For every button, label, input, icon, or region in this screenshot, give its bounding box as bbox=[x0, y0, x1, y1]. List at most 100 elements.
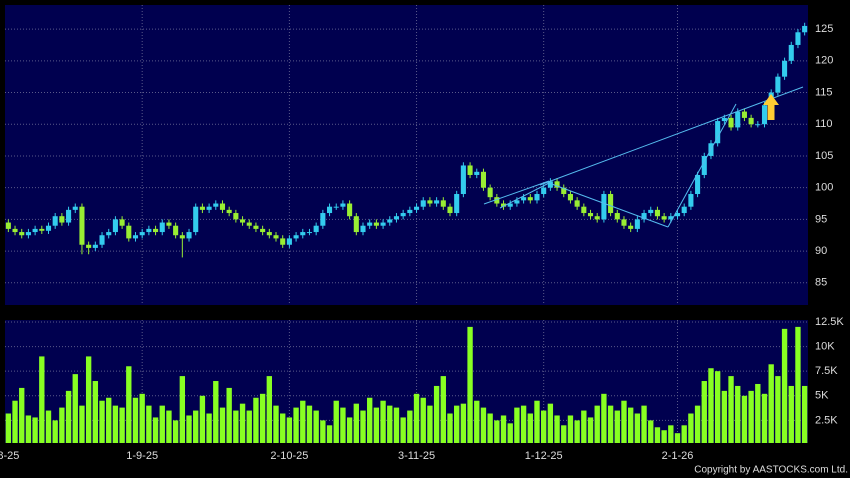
volume-bar bbox=[554, 415, 560, 443]
volume-bar bbox=[641, 405, 647, 443]
trend-line bbox=[499, 182, 550, 209]
candle-body bbox=[153, 228, 159, 233]
candle-body bbox=[674, 213, 681, 217]
volume-bar bbox=[661, 430, 667, 443]
volume-bar bbox=[106, 397, 112, 443]
candle-body bbox=[487, 187, 493, 198]
candle-body bbox=[186, 232, 192, 239]
candle-body bbox=[621, 219, 627, 226]
candle-body bbox=[353, 216, 359, 233]
volume-bar bbox=[139, 393, 145, 443]
volume-bar bbox=[340, 407, 346, 443]
candle-body bbox=[32, 228, 38, 233]
y-tick-label: 95 bbox=[815, 213, 827, 225]
x-tick-label: 2-10-25 bbox=[270, 450, 308, 462]
y-tick-label: 115 bbox=[815, 86, 833, 98]
volume-bar bbox=[353, 403, 359, 443]
candle-body bbox=[86, 244, 92, 248]
candle-body bbox=[5, 222, 11, 229]
candle-body bbox=[99, 235, 105, 245]
y-tick-label: 120 bbox=[815, 55, 833, 67]
candle-body bbox=[293, 235, 299, 239]
volume-bar bbox=[561, 425, 567, 443]
volume-bar bbox=[72, 374, 78, 443]
candle-body bbox=[199, 206, 205, 210]
volume-bar bbox=[547, 403, 554, 443]
volume-bar bbox=[313, 410, 319, 443]
y-tick-label: 110 bbox=[815, 118, 833, 130]
candle-body bbox=[159, 222, 165, 233]
volume-bar bbox=[467, 326, 473, 443]
volume-bar bbox=[112, 405, 119, 443]
volume-bar bbox=[735, 385, 741, 443]
volume-bar bbox=[627, 407, 634, 443]
volume-bar bbox=[480, 407, 487, 443]
volume-bar bbox=[781, 328, 788, 443]
candle-body bbox=[741, 111, 747, 118]
volume-bar bbox=[79, 405, 85, 443]
y-tick-label: 7.5K bbox=[815, 365, 838, 377]
candle-body bbox=[52, 216, 58, 226]
candle-body bbox=[367, 222, 373, 226]
candle-body bbox=[79, 206, 85, 245]
candle-body bbox=[273, 235, 279, 239]
x-tick-label: 8-25 bbox=[0, 450, 19, 462]
candle-body bbox=[454, 194, 460, 214]
volume-panel bbox=[5, 320, 808, 443]
candle-body bbox=[634, 219, 640, 229]
volume-bar bbox=[454, 405, 460, 443]
candle-body bbox=[286, 238, 292, 245]
trend-line bbox=[667, 103, 737, 228]
volume-bar bbox=[166, 410, 172, 443]
volume-bar bbox=[253, 397, 259, 443]
volume-bar bbox=[300, 400, 306, 443]
candle-body bbox=[507, 203, 513, 207]
x-tick-label: 3-11-25 bbox=[398, 450, 435, 462]
candle-body bbox=[480, 171, 486, 188]
volume-bar bbox=[320, 420, 326, 443]
volume-bar bbox=[520, 405, 527, 443]
candle-body bbox=[173, 225, 179, 236]
volume-bar bbox=[400, 417, 406, 443]
trend-line bbox=[548, 182, 669, 228]
volume-bar bbox=[413, 393, 420, 443]
x-tick-label: 1-12-25 bbox=[525, 450, 563, 462]
candle-body bbox=[648, 209, 654, 214]
volume-bar bbox=[266, 376, 272, 443]
volume-bar bbox=[360, 410, 366, 443]
candle-body bbox=[474, 171, 480, 175]
candle-body bbox=[400, 213, 406, 217]
y-tick-label: 105 bbox=[815, 150, 833, 162]
candle-body bbox=[681, 206, 687, 214]
candle-body bbox=[688, 194, 694, 207]
volume-bar bbox=[206, 413, 212, 443]
volume-bar bbox=[85, 356, 92, 443]
candle-body bbox=[347, 203, 353, 217]
candle-body bbox=[654, 209, 660, 217]
candle-body bbox=[527, 197, 533, 201]
candle-body bbox=[39, 228, 45, 231]
volume-bar bbox=[380, 400, 386, 443]
volume-bar bbox=[19, 387, 25, 443]
volume-bar bbox=[65, 390, 72, 443]
candle-body bbox=[420, 200, 426, 207]
volume-bar bbox=[741, 395, 748, 443]
candle-body bbox=[802, 25, 808, 33]
volume-bar bbox=[581, 410, 587, 443]
y-tick-label: 10K bbox=[815, 340, 835, 352]
volume-bar bbox=[92, 381, 99, 443]
volume-bar bbox=[259, 393, 266, 443]
candle-body bbox=[112, 219, 118, 233]
volume-bar bbox=[768, 364, 774, 443]
volume-bar bbox=[674, 433, 681, 443]
volume-bar bbox=[748, 390, 754, 443]
y-tick-label: 125 bbox=[815, 23, 833, 35]
candle-body bbox=[668, 216, 674, 220]
volume-bar bbox=[668, 425, 674, 443]
volume-bar bbox=[59, 407, 65, 443]
volume-bar bbox=[527, 413, 533, 443]
candle-body bbox=[721, 117, 727, 122]
candle-body bbox=[587, 213, 594, 217]
candle-body bbox=[534, 194, 540, 201]
volume-bar bbox=[172, 420, 179, 443]
